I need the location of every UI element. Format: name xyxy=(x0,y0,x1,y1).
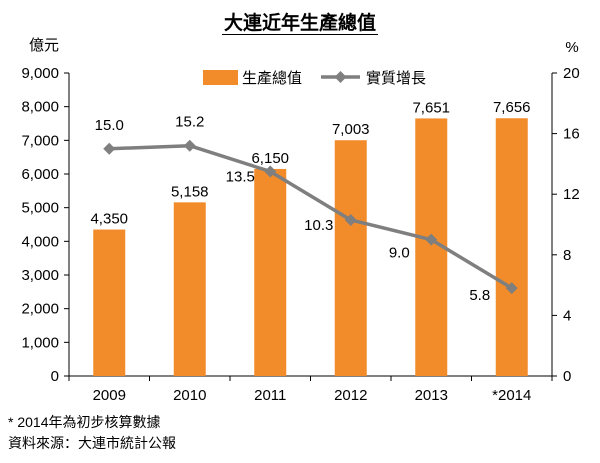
x-tick-label: 2013 xyxy=(415,387,448,404)
line-value-label: 9.0 xyxy=(389,245,410,262)
legend-label-line: 實質增長 xyxy=(366,69,426,87)
y-axis-left-label: 億元 xyxy=(29,37,59,54)
x-tick-label: 2010 xyxy=(173,387,206,404)
legend: 生產總值 實質增長 xyxy=(203,69,426,87)
y-tick-label-left: 1,000 xyxy=(21,334,59,351)
line-point xyxy=(183,139,196,152)
line-point xyxy=(425,233,438,246)
chart-title: 大連近年生產總值 xyxy=(0,8,600,35)
growth-line xyxy=(109,143,513,290)
bar-value-label: 7,003 xyxy=(332,121,370,138)
footnotes: * 2014年為初步核算數據 資料來源：大連市統計公報 xyxy=(8,412,176,454)
chart-title-text: 大連近年生產總值 xyxy=(221,13,378,35)
y-tick-label-left: 7,000 xyxy=(21,132,59,149)
legend-label-bar: 生產總值 xyxy=(242,69,302,87)
y-tick-label-left: 4,000 xyxy=(21,233,59,250)
line-series xyxy=(103,139,518,295)
footnote-source: 資料來源：大連市統計公報 xyxy=(8,435,176,451)
line-point xyxy=(103,142,116,155)
line-point xyxy=(505,282,518,295)
legend-swatch-marker xyxy=(334,71,347,83)
bar xyxy=(334,140,367,376)
x-tick-label: 2011 xyxy=(254,387,286,404)
bar-value-label: 4,350 xyxy=(90,211,128,228)
bar xyxy=(93,229,126,376)
line-value-label: 10.3 xyxy=(304,217,333,234)
bar-value-label: 7,656 xyxy=(493,99,531,116)
line-point xyxy=(344,213,357,226)
bar xyxy=(254,168,287,376)
line-value-label: 13.5 xyxy=(226,168,255,185)
y-tick-label-left: 3,000 xyxy=(21,267,59,284)
legend-swatch-bar xyxy=(203,70,238,85)
y-tick-label-left: 5,000 xyxy=(21,200,59,217)
line-value-label: 5.8 xyxy=(469,287,490,304)
bar xyxy=(495,118,528,377)
y-tick-label-left: 6,000 xyxy=(21,166,59,183)
x-tick-label: 2009 xyxy=(93,387,126,404)
line-point xyxy=(264,165,277,178)
bar xyxy=(173,202,206,376)
line-value-label: 15.2 xyxy=(175,114,204,131)
y-tick-label-right: 4 xyxy=(563,307,571,324)
y-tick-label-left: 2,000 xyxy=(21,301,59,318)
y-tick-label-right: 20 xyxy=(563,65,580,82)
bar-value-label: 5,158 xyxy=(171,183,209,200)
line-value-label: 15.0 xyxy=(95,117,124,134)
y-tick-label-left: 9,000 xyxy=(21,65,59,82)
footnote-preliminary: * 2014年為初步核算數據 xyxy=(8,414,161,430)
y-tick-label-right: 8 xyxy=(563,247,571,264)
x-tick-label: 2012 xyxy=(334,387,367,404)
y-tick-label-right: 12 xyxy=(563,186,580,203)
bar-value-label: 7,651 xyxy=(412,99,450,116)
x-tick-label: *2014 xyxy=(492,387,531,404)
y-tick-label-right: 0 xyxy=(563,368,571,385)
bar-value-label: 6,150 xyxy=(251,150,289,167)
y-tick-label-left: 0 xyxy=(51,368,59,385)
y-tick-label-left: 8,000 xyxy=(21,99,59,116)
axes: 0 1,000 2,000 3,000 4,000 5,000 6,000 7,000 8,00… xyxy=(21,37,579,404)
data-labels: 4,350 5,158 6,150 7,003 7,651 7,656 15.0 15.2 13… xyxy=(90,99,530,304)
chart: 0 1,000 2,000 3,000 4,000 5,000 6,000 7,000 8,00… xyxy=(21,37,579,404)
y-tick-label-right: 16 xyxy=(563,126,580,143)
y-axis-right-label: % xyxy=(565,39,578,56)
bar-series xyxy=(93,118,528,377)
